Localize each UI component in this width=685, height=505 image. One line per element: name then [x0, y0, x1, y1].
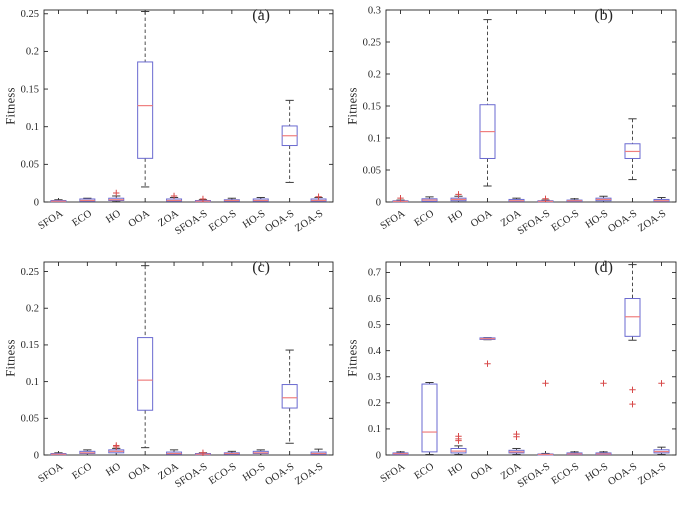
svg-text:OOA-S: OOA-S [263, 208, 296, 235]
svg-text:SFOA-S: SFOA-S [173, 208, 209, 237]
svg-text:ECO-S: ECO-S [550, 461, 582, 487]
svg-text:OOA: OOA [127, 208, 152, 230]
svg-text:SFOA: SFOA [379, 461, 408, 485]
svg-text:0.1: 0.1 [26, 122, 39, 133]
svg-text:ZOA-S: ZOA-S [636, 461, 668, 487]
svg-text:OOA-S: OOA-S [606, 208, 639, 235]
svg-text:HO: HO [446, 461, 465, 479]
svg-text:SFOA: SFOA [37, 461, 66, 485]
svg-text:SFOA: SFOA [379, 208, 408, 232]
svg-text:HO: HO [446, 208, 465, 226]
svg-text:ECO: ECO [70, 208, 94, 229]
svg-text:ZOA-S: ZOA-S [293, 461, 325, 487]
svg-text:OOA: OOA [469, 208, 494, 230]
svg-text:OOA: OOA [127, 461, 152, 483]
svg-text:0.1: 0.1 [26, 377, 39, 388]
svg-text:0.15: 0.15 [21, 340, 39, 351]
svg-text:0.6: 0.6 [368, 294, 381, 305]
svg-text:ECO: ECO [70, 461, 94, 482]
y-axis-label-b: Fitness [345, 87, 360, 125]
svg-text:ECO: ECO [413, 461, 437, 482]
svg-text:0.05: 0.05 [21, 414, 39, 425]
svg-text:OOA: OOA [469, 461, 494, 483]
panel-label-a: (a) [252, 7, 270, 24]
svg-text:0.3: 0.3 [368, 5, 381, 16]
panel-c: Fitness (c) 0 0.05 0.1 0.15 0.2 0.25 SFOA ECO HO… [0, 252, 342, 505]
svg-text:0.2: 0.2 [368, 398, 381, 409]
svg-text:SFOA: SFOA [37, 208, 66, 232]
panel-d: Fitness (d) 0 0.1 0.2 0.3 0.4 0.5 0.6 0.7 SFOA EC… [342, 252, 685, 505]
svg-text:0.2: 0.2 [368, 69, 381, 80]
svg-text:0.25: 0.25 [21, 267, 39, 278]
svg-text:0.7: 0.7 [368, 268, 381, 279]
svg-text:SFOA-S: SFOA-S [173, 461, 209, 490]
panel-a: Fitness (a) 0 0.05 0.1 0.15 0.2 0.25 SFOA ECO HO… [0, 0, 342, 252]
svg-text:0.05: 0.05 [363, 165, 381, 176]
svg-text:0.4: 0.4 [368, 346, 382, 357]
svg-text:0.5: 0.5 [368, 320, 381, 331]
svg-text:SFOA-S: SFOA-S [516, 208, 552, 237]
y-axis-label-a: Fitness [3, 87, 18, 125]
svg-text:SFOA-S: SFOA-S [516, 461, 552, 490]
svg-text:0.15: 0.15 [21, 84, 39, 95]
svg-text:0.1: 0.1 [368, 424, 381, 435]
svg-text:HO: HO [104, 461, 123, 479]
svg-text:0.1: 0.1 [368, 133, 381, 144]
svg-text:ZOA-S: ZOA-S [293, 208, 325, 234]
svg-text:0.2: 0.2 [26, 304, 39, 315]
panel-label-c: (c) [252, 259, 270, 276]
svg-text:OOA-S: OOA-S [263, 461, 296, 488]
svg-text:0.25: 0.25 [21, 9, 39, 20]
panel-label-b: (b) [594, 7, 613, 24]
svg-text:0: 0 [376, 197, 381, 208]
svg-text:0: 0 [34, 450, 39, 461]
svg-text:0.3: 0.3 [368, 372, 381, 383]
panel-label-d: (d) [594, 259, 613, 276]
panel-b: Fitness (b) 0 0.05 0.1 0.15 0.2 0.25 0.3 SFOA EC… [342, 0, 685, 252]
svg-text:ECO-S: ECO-S [207, 461, 239, 487]
y-axis-label-c: Fitness [3, 339, 18, 377]
svg-text:0.25: 0.25 [363, 37, 381, 48]
svg-text:HO: HO [104, 208, 123, 226]
svg-text:ECO-S: ECO-S [207, 208, 239, 234]
svg-text:ECO: ECO [413, 208, 437, 229]
svg-text:ZOA-S: ZOA-S [636, 208, 668, 234]
svg-text:0.15: 0.15 [363, 101, 381, 112]
svg-text:0: 0 [34, 197, 39, 208]
svg-text:0: 0 [376, 450, 381, 461]
svg-text:ECO-S: ECO-S [550, 208, 582, 234]
svg-text:0.05: 0.05 [21, 160, 39, 171]
svg-text:OOA-S: OOA-S [606, 461, 639, 488]
y-axis-label-d: Fitness [345, 339, 360, 377]
svg-text:0.2: 0.2 [26, 47, 39, 58]
